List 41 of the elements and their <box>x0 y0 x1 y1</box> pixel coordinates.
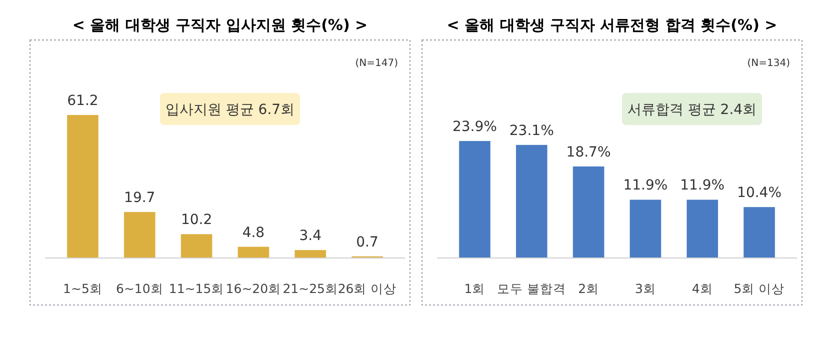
text: (N=134) <box>747 58 790 69</box>
annotation: 입사지원 평균 6.7회 <box>165 102 295 118</box>
data-label: 23.1% <box>509 122 554 139</box>
data-label: 4.8 <box>242 224 265 241</box>
bar <box>572 166 604 258</box>
chart-title: < 올해 대학생 구직자 서류전형 합격 횟수(%) > <box>446 16 778 34</box>
bar <box>459 141 490 258</box>
x-tick-label: 16~20회 <box>226 281 282 296</box>
bar <box>180 234 212 258</box>
text: (N=147) <box>355 58 398 69</box>
x-tick-label: 26회 이상 <box>338 281 397 296</box>
bar <box>238 246 270 258</box>
bar <box>294 250 326 258</box>
data-label: 11.9% <box>680 178 725 194</box>
chart-title: < 올해 대학생 구직자 입사지원 횟수(%) > <box>72 16 368 34</box>
text: 서류합격 평균 2.4회 <box>627 102 757 118</box>
x-tick-label: 3회 <box>634 281 656 296</box>
bar <box>744 207 775 258</box>
x-tick-label: 1~5회 <box>63 281 102 296</box>
data-label: 3.4 <box>299 228 322 244</box>
data-label: 23.9% <box>452 119 497 135</box>
bar <box>516 144 548 258</box>
bar <box>630 200 662 258</box>
x-tick-label: 21~25회 <box>282 281 338 296</box>
data-label: 0.7 <box>356 234 378 250</box>
bar <box>67 115 98 258</box>
data-label: 11.9% <box>623 178 668 194</box>
data-label: 61.2 <box>67 93 98 109</box>
bar <box>124 212 156 258</box>
data-label: 18.7% <box>566 144 611 160</box>
x-tick-label: 1회 <box>464 281 486 296</box>
x-tick-label: 4회 <box>692 281 713 296</box>
data-label: 10.4% <box>737 185 782 202</box>
x-tick-label: 11~15회 <box>168 281 224 296</box>
bar <box>686 200 718 258</box>
x-tick-label: 5회 이상 <box>734 281 785 296</box>
x-tick-label: 2회 <box>578 281 600 296</box>
x-tick-label: 6~10회 <box>116 281 164 296</box>
data-label: 19.7 <box>124 190 156 206</box>
x-tick-label: 모두 불합격 <box>497 281 566 296</box>
data-label: 10.2 <box>180 212 212 228</box>
